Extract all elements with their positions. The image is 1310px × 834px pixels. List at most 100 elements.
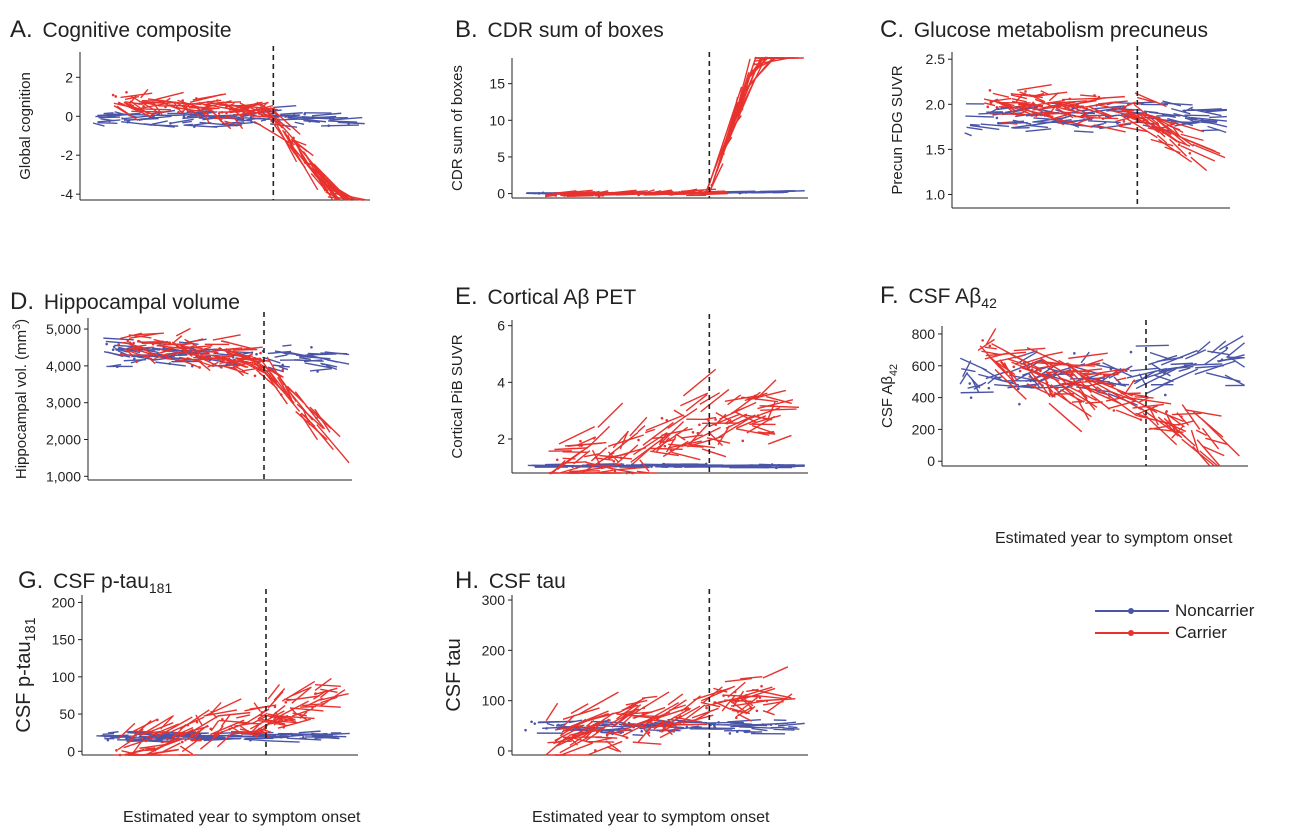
data-point-noncarrier <box>105 342 108 346</box>
trajectory-carrier <box>1059 104 1079 114</box>
trajectory-carrier <box>580 712 614 736</box>
y-axis-label: CSF p-tau181 <box>13 617 39 732</box>
trajectory-noncarrier <box>738 725 774 729</box>
trajectory-carrier <box>695 711 711 721</box>
trajectory-carrier <box>566 194 594 198</box>
y-tick-label: 100 <box>52 669 76 685</box>
trajectory-carrier <box>760 408 797 411</box>
trajectory-carrier <box>989 97 1012 103</box>
trajectory-carrier <box>120 332 143 340</box>
trajectory-carrier <box>717 425 731 446</box>
trajectory-carrier <box>267 719 299 724</box>
data-point-noncarrier <box>968 382 972 385</box>
trajectory-noncarrier <box>716 724 745 727</box>
trajectory-carrier <box>620 715 632 727</box>
trajectory-carrier <box>1056 119 1065 126</box>
trajectory-carrier <box>546 194 556 197</box>
data-point-carrier <box>153 748 157 752</box>
trajectory-carrier <box>314 677 332 691</box>
data-point-noncarrier <box>533 722 537 725</box>
trajectory-noncarrier <box>103 112 114 115</box>
data-point-carrier <box>117 343 120 346</box>
trajectory-noncarrier <box>262 356 281 364</box>
trajectory-noncarrier <box>1204 348 1228 365</box>
trajectory-carrier <box>585 720 595 727</box>
trajectory-carrier <box>249 710 285 730</box>
trajectory-carrier <box>587 425 611 448</box>
data-point-carrier <box>1137 113 1140 117</box>
trajectory-carrier <box>213 116 233 120</box>
trajectory-carrier <box>622 719 654 737</box>
panel-letter: H. <box>455 567 479 594</box>
trajectory-carrier <box>690 423 709 444</box>
trajectory-carrier <box>269 704 286 718</box>
trajectory-noncarrier <box>1037 119 1072 125</box>
trajectory-carrier <box>757 399 794 410</box>
y-axis-label-subscript: 42 <box>888 364 900 376</box>
trajectory-carrier <box>161 353 174 361</box>
panel-letter: A. <box>10 16 33 43</box>
trajectory-carrier <box>300 705 316 708</box>
trajectory-noncarrier <box>328 120 358 123</box>
trajectory-carrier <box>1164 411 1179 437</box>
data-point-carrier <box>273 705 277 709</box>
series-carrier <box>544 56 804 198</box>
trajectory-carrier <box>1164 146 1181 154</box>
trajectory-carrier <box>706 437 731 444</box>
data-point-carrier <box>691 431 695 434</box>
data-point-carrier <box>687 191 691 195</box>
trajectory-noncarrier <box>1170 362 1193 366</box>
trajectory-noncarrier <box>243 738 265 742</box>
trajectory-carrier <box>1169 138 1188 157</box>
trajectory-noncarrier <box>970 123 980 126</box>
trajectory-noncarrier <box>1012 119 1032 125</box>
trajectory-carrier <box>181 359 201 369</box>
data-point-noncarrier <box>108 119 111 123</box>
trajectory-carrier <box>217 711 251 717</box>
trajectory-carrier <box>1073 115 1097 118</box>
trajectory-noncarrier <box>1073 130 1094 133</box>
data-point-carrier <box>1139 418 1143 421</box>
trajectory-noncarrier <box>183 123 193 126</box>
trajectory-carrier <box>616 444 639 464</box>
trajectory-carrier <box>979 345 1001 368</box>
data-point-noncarrier <box>524 728 527 732</box>
series-carrier <box>548 368 800 475</box>
trajectory-noncarrier <box>1202 119 1218 123</box>
panel-title-e: E. Cortical Aβ PET <box>455 283 636 311</box>
data-point-noncarrier <box>112 345 116 349</box>
trajectory-carrier <box>191 724 209 738</box>
trajectory-noncarrier <box>738 729 756 734</box>
trajectory-carrier <box>740 687 776 701</box>
trajectory-carrier <box>984 102 996 107</box>
trajectory-noncarrier <box>971 378 980 394</box>
trajectory-carrier <box>255 369 278 390</box>
trajectory-carrier <box>671 451 701 461</box>
trajectory-carrier <box>605 193 626 196</box>
y-axis-label: CSF Aβ42 <box>880 364 900 428</box>
trajectory-carrier <box>735 693 748 702</box>
trajectory-carrier <box>313 163 350 201</box>
data-point-carrier <box>166 737 169 741</box>
trajectory-carrier <box>179 745 194 755</box>
trajectory-noncarrier <box>309 367 332 372</box>
y-axis-label-text: CDR sum of boxes <box>449 65 466 191</box>
trajectory-carrier <box>1156 134 1168 144</box>
trajectory-carrier <box>1180 133 1204 142</box>
trajectory-carrier <box>130 95 157 112</box>
trajectory-carrier <box>673 409 686 418</box>
data-point-carrier <box>132 341 135 345</box>
trajectory-carrier <box>291 707 324 712</box>
panel-title-h: H. CSF tau <box>455 567 566 595</box>
y-tick-label: 2,000 <box>46 432 81 448</box>
data-point-carrier <box>1093 94 1096 97</box>
trajectory-noncarrier <box>1196 340 1211 354</box>
trajectory-noncarrier <box>1207 109 1227 113</box>
data-point-noncarrier <box>315 120 319 123</box>
data-point-carrier <box>669 448 673 452</box>
y-tick-label: 4,000 <box>46 358 81 374</box>
data-point-noncarrier <box>600 730 603 734</box>
trajectory-noncarrier <box>1067 118 1093 123</box>
trajectory-carrier <box>1075 107 1089 115</box>
data-point-noncarrier <box>1018 402 1021 406</box>
